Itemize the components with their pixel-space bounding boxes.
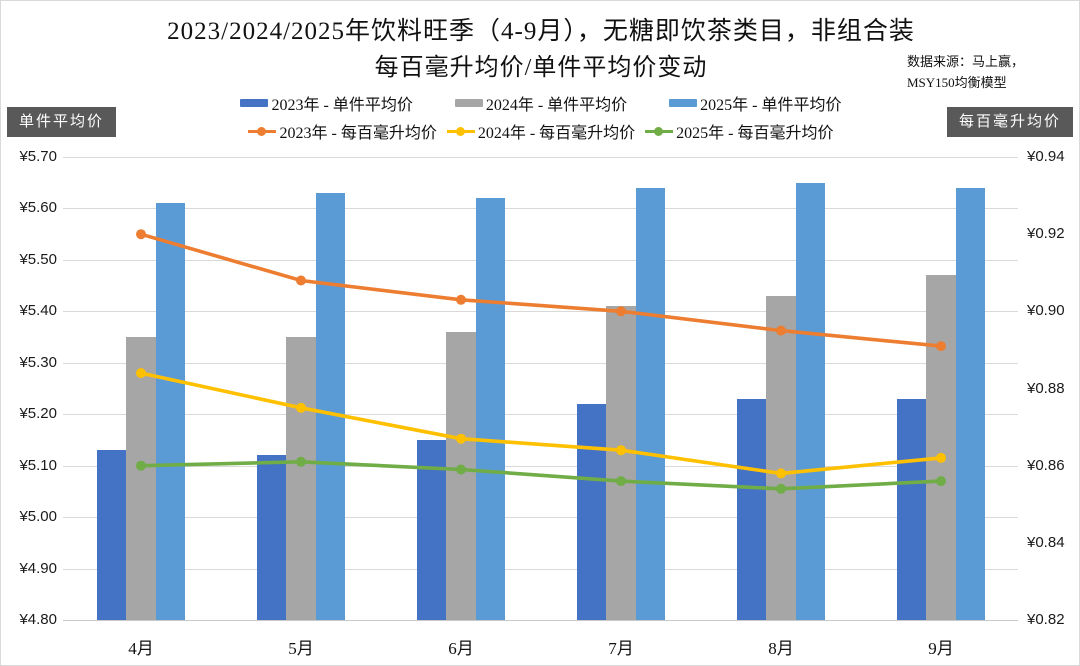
gridline [63,208,1018,210]
bar-2024年-9月 [926,275,956,620]
legend-line-icon [645,125,674,137]
chart-title-line1: 2023/2024/2025年饮料旺季（4-9月），无糖即饮茶类目，非组合装 [167,18,915,45]
x-axis-tick-label: 4月 [128,639,154,658]
data-source-note: 数据来源：马上赢， MSY150均衡模型 [907,51,1024,93]
legend-item: 2023年 - 单件平均价 [240,91,413,115]
data-point-marker [456,294,466,305]
legend-label: 2023年 - 单件平均价 [271,97,413,114]
legend-line-dot [455,126,465,136]
x-axis-tick-label: 6月 [448,639,474,658]
bar-2024年-5月 [286,337,316,620]
gridline [63,362,1018,364]
bar-2024年-6月 [446,331,476,620]
bar-2023年-9月 [896,398,927,620]
data-source-line2: MSY150均衡模型 [907,75,1007,90]
bar-2025年-6月 [475,198,506,620]
legend-item: 2024年 - 单件平均价 [454,91,628,115]
bar-2025年-9月 [955,187,986,620]
y-axis-tick-left: ¥5.30 [19,353,57,371]
bar-2025年-8月 [795,182,826,620]
y-axis-tick-left: ¥5.50 [19,250,57,268]
x-axis-tick-label: 8月 [768,639,794,658]
x-axis-tick-label: 9月 [928,639,954,658]
left-axis-title: 单件平均价 [7,107,117,137]
y-axis-tick-left: ¥5.70 [19,148,57,165]
gridline [63,620,1018,621]
legend-swatch-icon [240,99,269,107]
legend-item: 2025年 - 单件平均价 [669,91,842,115]
bar-2023年-6月 [416,439,447,620]
legend-line-icon [248,125,277,137]
y-axis-tick-left: ¥4.80 [19,611,57,628]
legend-label: 2024年 - 每百毫升均价 [477,125,636,142]
right-axis-title: 每百毫升均价 [946,107,1073,137]
gridline [63,568,1018,570]
legend-label: 2025年 - 每百毫升均价 [676,125,834,142]
bar-2025年-5月 [315,193,346,620]
y-axis-tick-left: ¥5.00 [19,508,57,526]
legend-line-dot [654,126,664,136]
gridline [63,414,1018,416]
legend-item: 2023年 - 每百毫升均价 [248,119,437,143]
bar-2025年-7月 [635,187,666,620]
y-axis-tick-left: ¥5.60 [19,199,57,217]
y-axis-tick-right: ¥0.84 [1027,533,1065,551]
data-point-marker [136,229,146,240]
gridline [63,157,1018,158]
legend-bar-row: 2023年 - 单件平均价 2024年 - 单件平均价 2025年 - 单件平均价 [1,91,1079,115]
gridline [63,259,1018,261]
x-axis-tick-label: 7月 [608,639,634,658]
legend-swatch-icon [454,99,483,107]
legend-label: 2024年 - 单件平均价 [485,97,628,114]
gridline [63,465,1018,467]
y-axis-tick-right: ¥0.86 [1027,456,1065,474]
bar-2023年-8月 [736,398,767,620]
bar-2024年-4月 [126,337,156,620]
bar-2024年-8月 [766,295,796,620]
y-axis-tick-right: ¥0.88 [1027,379,1065,397]
x-axis-tick-label: 5月 [288,639,314,658]
y-axis-tick-left: ¥5.10 [19,456,57,474]
y-axis-tick-right: ¥0.90 [1027,302,1065,320]
legend-line-row: 2023年 - 每百毫升均价 2024年 - 每百毫升均价 2025年 - 每百毫升… [1,119,1079,143]
gridline [63,517,1018,519]
data-source-line1: 数据来源：马上赢， [907,54,1025,69]
bar-2023年-7月 [576,403,607,620]
bar-2023年-5月 [256,455,287,620]
bar-2025年-4月 [155,203,186,620]
legend-item: 2025年 - 每百毫升均价 [645,119,834,143]
legend-line-dot [257,126,267,136]
y-axis-tick-right: ¥0.82 [1027,611,1065,628]
y-axis-tick-left: ¥4.90 [19,559,57,577]
legend-label: 2023年 - 每百毫升均价 [279,125,437,142]
y-axis-tick-left: ¥5.20 [19,405,57,423]
y-axis-tick-left: ¥5.40 [19,302,57,320]
legend-item: 2024年 - 每百毫升均价 [446,119,636,143]
legend-line-icon [446,125,475,137]
legend-label: 2025年 - 单件平均价 [700,97,842,114]
bar-2024年-7月 [606,306,636,620]
bar-2023年-4月 [96,450,127,620]
data-point-marker [296,275,306,286]
legend-swatch-icon [669,99,698,107]
chart-title-line2: 每百毫升均价/单件平均价变动 [374,55,708,81]
y-axis-tick-right: ¥0.92 [1027,225,1065,243]
gridline [63,311,1018,313]
y-axis-tick-right: ¥0.94 [1027,148,1065,165]
